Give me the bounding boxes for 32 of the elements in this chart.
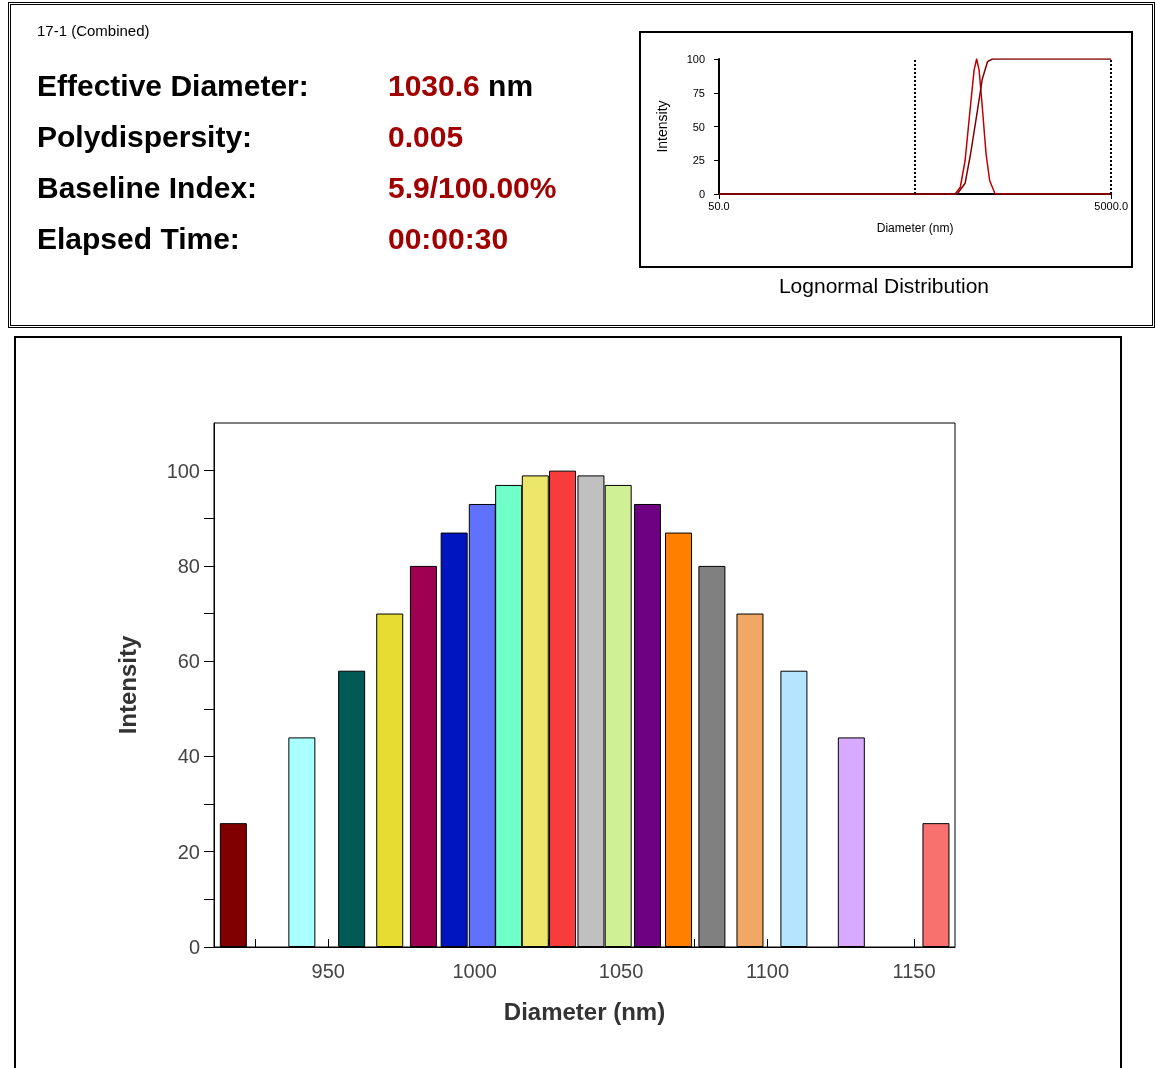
y-axis-title: Intensity	[654, 100, 670, 153]
text: Elapsed Time:	[37, 221, 241, 256]
text: Baseline Index:	[37, 170, 259, 205]
y-tick-label: 60	[177, 650, 200, 673]
x-tick-label: 950	[311, 960, 345, 982]
x-tick-label: 1050	[598, 960, 644, 982]
x-tick-label: 1000	[452, 960, 497, 982]
text: 5.9/100.00%	[388, 170, 557, 204]
x-tick-label: 5000.0	[1094, 199, 1129, 212]
text: Polydispersity:	[37, 119, 254, 154]
x-axis-title: Diameter (nm)	[503, 997, 666, 1025]
y-tick-label: 40	[177, 745, 200, 768]
x-axis-title: Diameter (nm)	[876, 221, 954, 235]
y-tick-label: 0	[698, 188, 705, 200]
text: 1030.6 nm	[388, 68, 534, 103]
text: Effective Diameter:	[37, 68, 310, 103]
y-axis-title: Intensity	[113, 635, 141, 735]
y-tick-label: 100	[166, 459, 200, 482]
y-tick-label: 0	[188, 936, 200, 958]
y-tick-label: 80	[177, 554, 200, 577]
y-tick-label: 100	[686, 53, 705, 65]
x-tick-label: 1150	[892, 960, 936, 982]
y-tick-label: 20	[177, 840, 200, 863]
x-tick-label: 50.0	[708, 199, 730, 212]
x-tick-label: 1100	[746, 960, 790, 982]
text: Lognormal Distribution	[777, 274, 991, 298]
y-tick-label: 75	[692, 86, 705, 99]
text: 17-1 (Combined)	[37, 22, 151, 41]
text: 00:00:30	[388, 221, 509, 255]
text: 0.005	[388, 119, 464, 153]
y-tick-label: 50	[692, 120, 705, 133]
y-tick-label: 25	[692, 154, 705, 167]
